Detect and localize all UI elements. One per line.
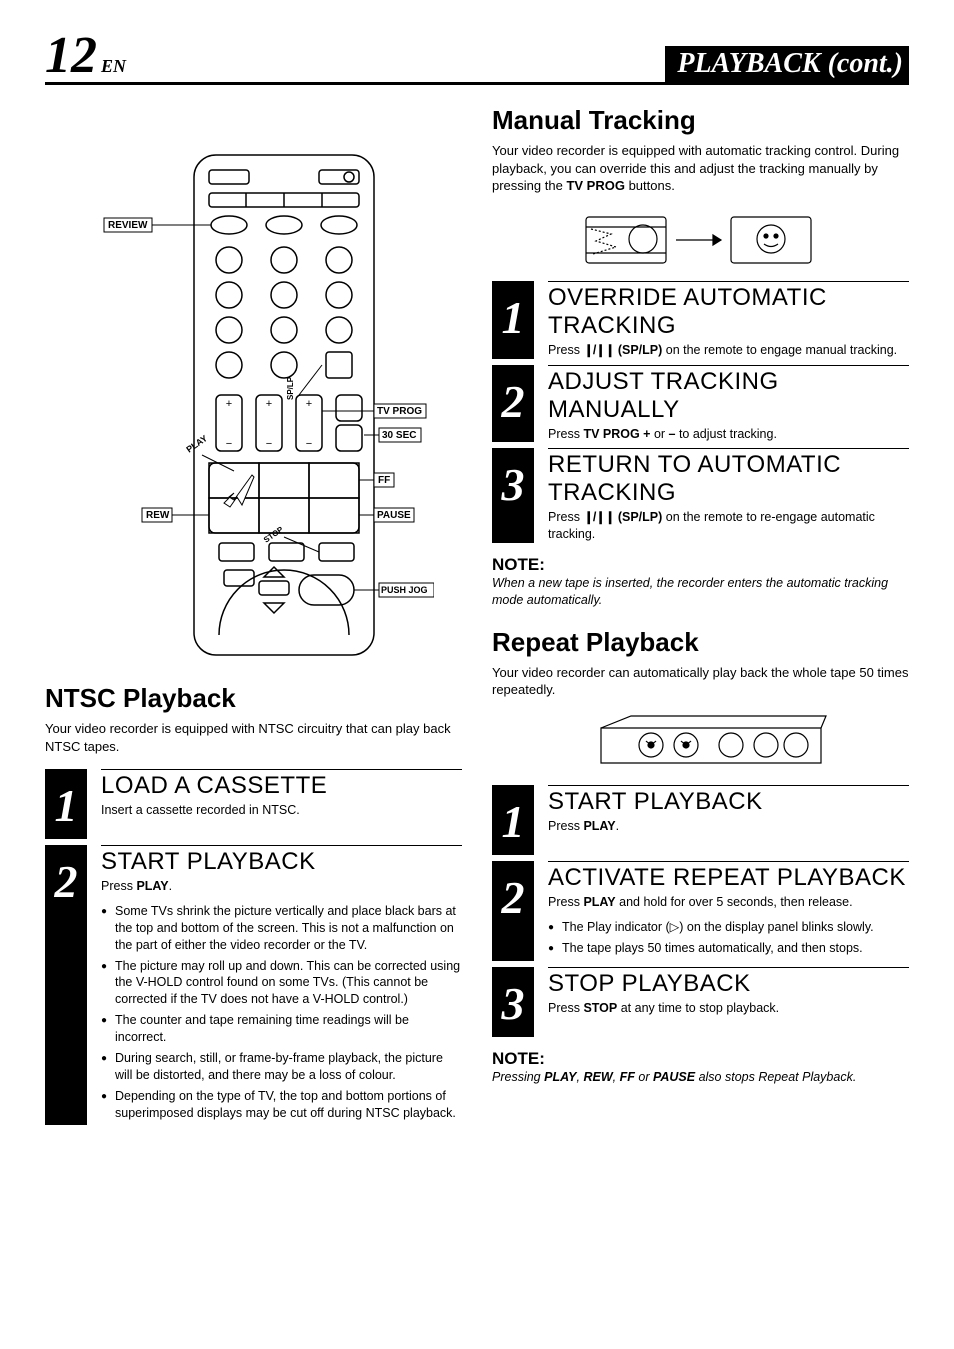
note-text: Pressing PLAY, REW, FF or PAUSE also sto…	[492, 1069, 909, 1086]
ntsc-intro: Your video recorder is equipped with NTS…	[45, 720, 462, 755]
repeat-step-3: 3 STOP PLAYBACK Press STOP at any time t…	[492, 967, 909, 1037]
left-column: REVIEW SP/LP TV PROG 30 SEC PLAY FF REW …	[45, 105, 462, 1131]
ntsc-step-2: 2 START PLAYBACK Press PLAY. Some TVs sh…	[45, 845, 462, 1125]
header-title: PLAYBACK (cont.)	[665, 46, 909, 82]
repeat-intro: Your video recorder can automatically pl…	[492, 664, 909, 699]
list-item: The picture may roll up and down. This c…	[101, 958, 462, 1009]
step-title: RETURN TO AUTOMATIC TRACKING	[548, 451, 909, 507]
page-lang: EN	[101, 56, 126, 76]
label-pause: PAUSE	[377, 510, 411, 521]
ntsc-step-1: 1 LOAD A CASSETTE Insert a cassette reco…	[45, 769, 462, 839]
svg-text:+: +	[265, 398, 271, 410]
step-number: 2	[45, 845, 87, 1125]
step-number: 1	[45, 769, 87, 839]
repeat-step-2: 2 ACTIVATE REPEAT PLAYBACK Press PLAY an…	[492, 861, 909, 961]
manual-intro: Your video recorder is equipped with aut…	[492, 142, 909, 195]
step-title: ADJUST TRACKING MANUALLY	[548, 368, 909, 424]
list-item: The Play indicator (▷) on the display pa…	[548, 919, 909, 936]
svg-text:+: +	[225, 398, 231, 410]
step-title: START PLAYBACK	[548, 788, 909, 816]
note-label: NOTE:	[492, 555, 909, 575]
manual-heading: Manual Tracking	[492, 105, 909, 136]
label-ff: FF	[378, 475, 390, 486]
label-rew: REW	[146, 510, 170, 521]
step-text: Press ❙/❙❙ (SP/LP) on the remote to re-e…	[548, 509, 909, 543]
step-title: START PLAYBACK	[101, 848, 462, 876]
list-item: Depending on the type of TV, the top and…	[101, 1088, 462, 1122]
step-text: Press STOP at any time to stop playback.	[548, 1000, 909, 1017]
label-pushjog: PUSH JOG	[381, 585, 428, 595]
repeat-heading: Repeat Playback	[492, 627, 909, 658]
step-title: LOAD A CASSETTE	[101, 772, 462, 800]
list-item: The tape plays 50 times automatically, a…	[548, 940, 909, 957]
label-stop: STOP	[261, 524, 284, 544]
right-column: Manual Tracking Your video recorder is e…	[492, 105, 909, 1131]
ntsc-heading: NTSC Playback	[45, 683, 462, 714]
manual-step-1: 1 OVERRIDE AUTOMATIC TRACKING Press ❙/❙❙…	[492, 281, 909, 359]
label-30sec: 30 SEC	[382, 430, 416, 441]
page-header: 12EN PLAYBACK (cont.)	[45, 30, 909, 85]
list-item: During search, still, or frame-by-frame …	[101, 1050, 462, 1084]
manual-step-3: 3 RETURN TO AUTOMATIC TRACKING Press ❙/❙…	[492, 448, 909, 543]
note-label: NOTE:	[492, 1049, 909, 1069]
step-number: 2	[492, 861, 534, 961]
ntsc-bullets: Some TVs shrink the picture vertically a…	[101, 903, 462, 1122]
repeat-bullets: The Play indicator (▷) on the display pa…	[548, 919, 909, 957]
step-title: ACTIVATE REPEAT PLAYBACK	[548, 864, 909, 892]
label-tvprog: TV PROG	[377, 406, 422, 417]
step-text: Press PLAY.	[548, 818, 909, 835]
svg-text:+: +	[305, 398, 311, 410]
step-number: 2	[492, 365, 534, 443]
step-title: STOP PLAYBACK	[548, 970, 909, 998]
step-number: 1	[492, 281, 534, 359]
step-text: Press PLAY and hold for over 5 seconds, …	[548, 894, 909, 911]
manual-step-2: 2 ADJUST TRACKING MANUALLY Press TV PROG…	[492, 365, 909, 443]
step-number: 3	[492, 967, 534, 1037]
label-play: PLAY	[184, 433, 209, 454]
svg-text:−: −	[265, 438, 271, 450]
step-title: OVERRIDE AUTOMATIC TRACKING	[548, 284, 909, 340]
step-number: 1	[492, 785, 534, 855]
step-text: Insert a cassette recorded in NTSC.	[101, 802, 462, 819]
svg-text:−: −	[225, 438, 231, 450]
tape-illustration	[571, 713, 831, 773]
page-number: 12EN	[45, 30, 126, 82]
list-item: The counter and tape remaining time read…	[101, 1012, 462, 1046]
step-text: Press TV PROG + or – to adjust tracking.	[548, 426, 909, 443]
repeat-step-1: 1 START PLAYBACK Press PLAY.	[492, 785, 909, 855]
svg-text:−: −	[305, 438, 311, 450]
remote-diagram: REVIEW SP/LP TV PROG 30 SEC PLAY FF REW …	[74, 145, 434, 665]
label-splp-vert: SP/LP	[286, 376, 295, 400]
step-text: Press ❙/❙❙ (SP/LP) on the remote to enga…	[548, 342, 909, 359]
list-item: Some TVs shrink the picture vertically a…	[101, 903, 462, 954]
tracking-illustration	[581, 209, 821, 269]
step-number: 3	[492, 448, 534, 543]
step-text: Press PLAY.	[101, 878, 462, 895]
page-number-value: 12	[45, 27, 97, 84]
label-review: REVIEW	[108, 220, 148, 231]
note-text: When a new tape is inserted, the recorde…	[492, 575, 909, 609]
